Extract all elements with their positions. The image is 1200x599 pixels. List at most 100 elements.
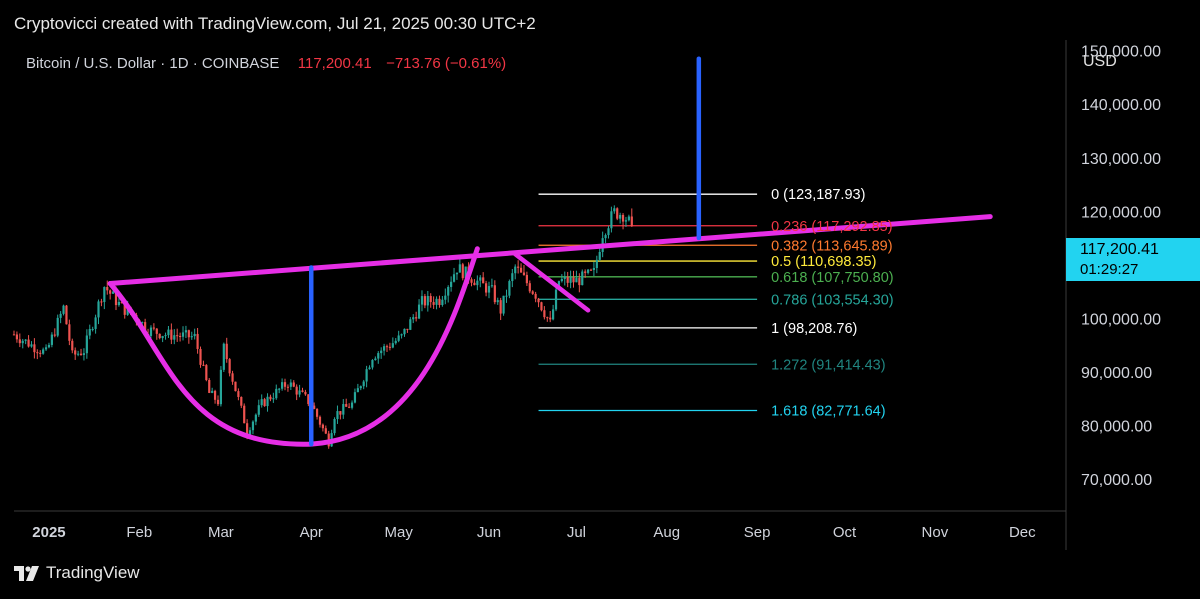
fib-level-label: 0.382 (113,645.89) [771,238,892,254]
candle [450,276,453,292]
time-tick-label: Mar [208,524,234,541]
candle [581,269,584,286]
candle [231,370,234,385]
candle [97,299,100,325]
candle [514,264,517,280]
candle [584,269,587,278]
candle [47,342,51,349]
candle [193,328,196,340]
candle [216,395,220,406]
candle [607,225,610,239]
candle [589,268,593,271]
candle [56,314,59,338]
candle [342,399,345,419]
bar-countdown: 01:29:27 [1080,261,1139,278]
candle [173,329,176,345]
candle [345,398,348,407]
candle [616,207,619,221]
candle [484,280,488,297]
candle [77,350,80,357]
candle [94,314,97,334]
candle [275,384,278,400]
candle [298,384,301,398]
handle-trendline[interactable] [512,251,591,313]
time-tick-label: Feb [126,524,152,541]
candle [88,324,91,340]
candle [377,351,380,364]
candle [260,394,263,408]
candle [473,279,476,286]
candle [339,411,342,420]
candle [415,311,418,322]
candle [624,216,628,227]
candle [499,297,502,321]
candle [205,364,208,382]
candle [82,348,86,361]
fib-level-label: 0.618 (107,750.80) [771,270,894,286]
candle [202,360,205,367]
candle [569,270,572,289]
candle [362,379,365,390]
candle [211,387,214,394]
candle [33,338,36,359]
candle [313,402,316,410]
tradingview-logo[interactable]: TradingView [14,563,140,583]
candle [619,212,622,224]
candle [170,323,173,345]
candle [225,337,228,363]
candle [44,344,48,351]
candle [371,359,374,370]
candle [330,429,333,447]
symbol-info-row: Bitcoin / U.S. Dollar · 1D · COINBASE 11… [26,55,506,72]
candle [531,290,534,295]
candle [490,278,494,288]
candle [621,213,625,230]
candle [286,384,290,392]
symbol-title[interactable]: Bitcoin / U.S. Dollar · 1D · COINBASE [26,55,280,72]
price-tick-label: 100,000.00 [1081,311,1161,328]
neckline-trendline[interactable] [107,214,993,287]
candle [572,270,575,288]
candle [30,341,33,348]
candle [368,365,371,370]
current-price-tag: 117,200.41 01:29:27 [1066,238,1200,281]
candle [254,413,257,426]
candle [435,296,438,310]
candle [158,333,161,340]
candle [269,394,272,402]
candle [222,342,225,372]
fib-level-label: 0.786 (103,554.30) [771,292,894,308]
candle [263,397,266,407]
candle [257,399,260,417]
candle [400,333,403,339]
candle [438,295,441,308]
fib-level-label: 1.272 (91,414.43) [771,357,885,373]
candle [53,328,56,338]
candle [546,316,549,322]
time-axis[interactable]: 2025 Feb Mar Apr May Jun Jul Aug Sep Oct Nov Dec [32,524,1036,541]
candle [391,337,394,349]
price-tick-label: 70,000.00 [1081,472,1152,489]
price-tick-label: 150,000.00 [1081,44,1161,61]
candle [24,339,27,345]
candle [604,233,607,244]
candle [374,356,377,361]
candle [403,328,406,337]
candle [199,346,202,368]
candle [441,295,444,307]
candle [228,358,231,377]
candle [552,304,555,321]
candle [266,393,269,412]
candle [36,349,39,360]
candle [517,260,520,274]
axis-currency-label[interactable]: USD [1083,53,1117,70]
candle [348,403,351,409]
chart-drawings[interactable] [107,56,993,447]
candle [380,347,383,359]
fibonacci-labels: 0 (123,187.93) 0.236 (117,292.85) 0.382 (1… [771,187,894,419]
candle [353,388,357,404]
fibonacci-retracement[interactable] [538,193,758,412]
candle [476,275,479,291]
candle [613,205,616,214]
